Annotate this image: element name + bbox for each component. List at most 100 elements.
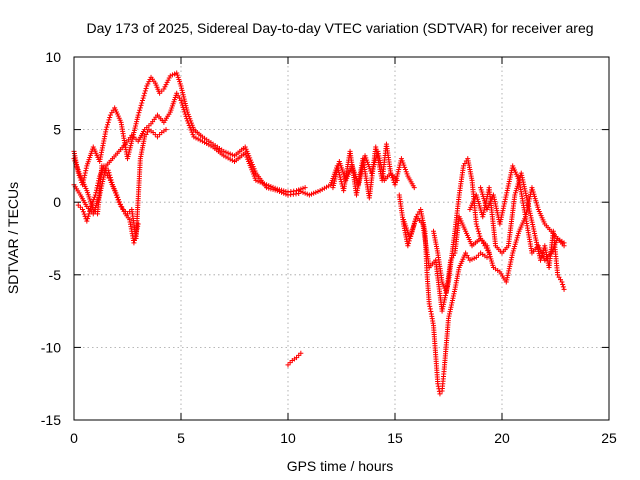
data-point (128, 140, 134, 146)
data-point (298, 350, 304, 356)
x-axis-label: GPS time / hours (287, 458, 394, 474)
data-point (250, 164, 256, 170)
data-point (183, 113, 189, 119)
data-point (179, 100, 185, 106)
data-point (107, 172, 113, 178)
data-point (332, 176, 338, 182)
data-point (560, 281, 566, 287)
data-point (330, 183, 336, 189)
data-point (182, 100, 188, 106)
data-point (560, 284, 566, 290)
data-point (179, 85, 185, 91)
data-point (181, 96, 187, 102)
data-point (80, 206, 86, 212)
data-point (189, 129, 195, 135)
data-point (481, 198, 487, 204)
data-point (74, 164, 80, 170)
data-point (185, 120, 191, 126)
data-point (140, 95, 146, 101)
data-point (401, 162, 407, 168)
data-point (145, 81, 151, 87)
data-point (474, 194, 480, 200)
data-point (182, 111, 188, 117)
data-point (475, 196, 481, 202)
data-point (333, 174, 339, 180)
data-point (139, 98, 145, 104)
data-point (127, 147, 133, 153)
data-point (84, 218, 90, 224)
data-point (131, 127, 137, 133)
data-point (411, 222, 417, 228)
data-point (529, 185, 535, 191)
data-point (514, 235, 520, 241)
data-point (372, 159, 378, 165)
data-point (176, 77, 182, 83)
data-point (162, 84, 168, 90)
data-point (187, 125, 193, 131)
data-point (95, 183, 101, 189)
data-point (511, 246, 517, 252)
data-point (331, 180, 337, 186)
data-point (180, 104, 186, 110)
data-point (180, 92, 186, 98)
data-point (480, 193, 486, 199)
data-point (514, 185, 520, 191)
series-trace-l (478, 163, 567, 246)
data-point (96, 178, 102, 184)
x-tick-label: 0 (70, 430, 78, 446)
data-point (92, 194, 98, 200)
data-point (513, 188, 519, 194)
data-point (510, 248, 516, 254)
data-point (489, 260, 495, 266)
data-point (338, 176, 344, 182)
data-point (132, 235, 138, 241)
data-point (77, 171, 83, 177)
data-point (184, 116, 190, 122)
y-tick-label: -5 (49, 267, 62, 283)
data-point (402, 164, 408, 170)
x-tick-label: 20 (494, 430, 510, 446)
data-point (108, 177, 114, 183)
data-point (164, 79, 170, 85)
data-point (125, 153, 131, 159)
data-point (179, 102, 185, 108)
data-point (105, 122, 111, 128)
series-trace-h (396, 192, 490, 397)
series-trace-d (75, 163, 141, 246)
data-point (478, 187, 484, 193)
series-trace-a (71, 70, 302, 198)
series-trace-f (296, 141, 417, 201)
data-point (133, 230, 139, 236)
data-point (534, 202, 540, 208)
x-tick-labels: 0 5 10 15 20 25 (70, 430, 617, 446)
data-point (370, 164, 376, 170)
data-point (532, 196, 538, 202)
data-point (132, 125, 138, 131)
data-point (180, 90, 186, 96)
data-point (427, 306, 433, 312)
data-point (135, 114, 141, 120)
axis-ticks (73, 56, 610, 421)
data-point (181, 94, 187, 100)
data-point (178, 83, 184, 89)
data-point (437, 391, 443, 397)
data-point (364, 159, 370, 165)
data-point (403, 169, 409, 175)
data-point (485, 247, 491, 253)
data-point (146, 79, 152, 85)
data-point (369, 168, 375, 174)
data-point (408, 233, 414, 239)
data-point (163, 127, 169, 133)
data-point (333, 172, 339, 178)
data-point (141, 93, 147, 99)
data-point (487, 251, 493, 257)
data-point (512, 241, 518, 247)
data-point (107, 175, 113, 181)
data-point (87, 206, 93, 212)
data-point (104, 124, 110, 130)
data-point (485, 245, 491, 251)
data-point (530, 189, 536, 195)
data-point (178, 98, 184, 104)
data-point (131, 130, 137, 136)
data-point (513, 239, 519, 245)
